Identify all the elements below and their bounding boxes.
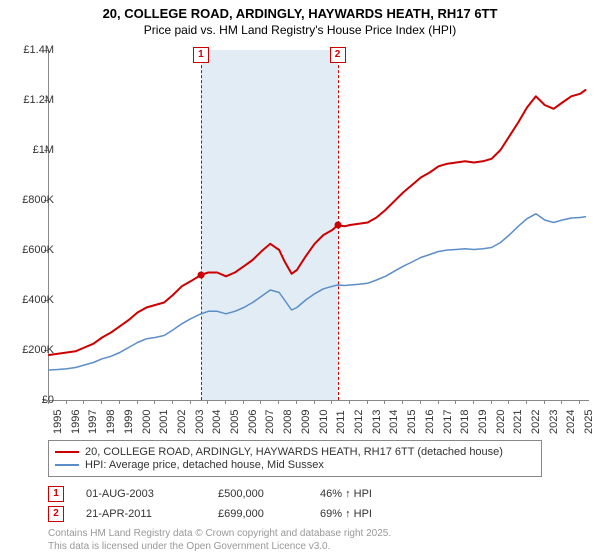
x-tick-label: 2014: [388, 410, 400, 434]
x-tick-label: 2020: [495, 410, 507, 434]
x-tick-label: 2017: [442, 410, 454, 434]
sale-row-1: 1 01-AUG-2003 £500,000 46% ↑ HPI: [48, 486, 420, 502]
sale-date-1: 01-AUG-2003: [86, 488, 196, 500]
sale-hpi-2: 69% ↑ HPI: [320, 508, 420, 520]
x-tick-label: 2011: [335, 410, 347, 434]
x-tick-label: 2004: [211, 410, 223, 434]
footer-line-1: Contains HM Land Registry data © Crown c…: [48, 528, 391, 541]
legend-label-property: 20, COLLEGE ROAD, ARDINGLY, HAYWARDS HEA…: [85, 446, 503, 458]
y-tick-label: £200K: [22, 344, 54, 356]
sale-row-marker-1: 1: [48, 486, 64, 502]
x-tick-label: 2009: [300, 410, 312, 434]
sale-row-marker-2: 2: [48, 506, 64, 522]
line-series: [49, 50, 589, 400]
x-tick-label: 2012: [353, 410, 365, 434]
x-tick-label: 2019: [477, 410, 489, 434]
legend-item-hpi: HPI: Average price, detached house, Mid …: [55, 459, 535, 471]
chart-title: 20, COLLEGE ROAD, ARDINGLY, HAYWARDS HEA…: [0, 0, 600, 23]
sales-table: 1 01-AUG-2003 £500,000 46% ↑ HPI 2 21-AP…: [48, 486, 420, 526]
x-tick-label: 2002: [176, 410, 188, 434]
y-tick-label: £1.4M: [23, 44, 54, 56]
x-tick-label: 2016: [424, 410, 436, 434]
y-tick-label: £400K: [22, 294, 54, 306]
x-tick-label: 2018: [459, 410, 471, 434]
x-tick-label: 2015: [406, 410, 418, 434]
y-tick-label: £1.2M: [23, 94, 54, 106]
x-tick-label: 1997: [87, 410, 99, 434]
x-tick-label: 2003: [194, 410, 206, 434]
x-tick-label: 2010: [318, 410, 330, 434]
sale-price-1: £500,000: [218, 488, 298, 500]
x-tick-label: 2013: [371, 410, 383, 434]
x-tick-label: 1996: [70, 410, 82, 434]
chart-subtitle: Price paid vs. HM Land Registry's House …: [0, 23, 600, 41]
x-tick-label: 2021: [512, 410, 524, 434]
legend: 20, COLLEGE ROAD, ARDINGLY, HAYWARDS HEA…: [48, 440, 542, 477]
x-tick-label: 2007: [264, 410, 276, 434]
x-tick-label: 2025: [583, 410, 595, 434]
sale-marker-2: 2: [330, 47, 346, 63]
sale-price-2: £699,000: [218, 508, 298, 520]
sale-point-2: [334, 222, 341, 229]
sale-row-2: 2 21-APR-2011 £699,000 69% ↑ HPI: [48, 506, 420, 522]
footer: Contains HM Land Registry data © Crown c…: [48, 528, 391, 553]
x-tick-label: 1998: [105, 410, 117, 434]
x-tick-label: 2023: [548, 410, 560, 434]
y-tick-label: £600K: [22, 244, 54, 256]
footer-line-2: This data is licensed under the Open Gov…: [48, 541, 391, 554]
legend-swatch-property: [55, 451, 79, 453]
legend-item-property: 20, COLLEGE ROAD, ARDINGLY, HAYWARDS HEA…: [55, 446, 535, 458]
plot-area: 1 2: [48, 50, 589, 401]
x-tick-label: 2001: [158, 410, 170, 434]
x-tick-label: 2005: [229, 410, 241, 434]
sale-marker-1: 1: [193, 47, 209, 63]
x-tick-label: 2022: [530, 410, 542, 434]
y-tick-label: £1M: [33, 144, 54, 156]
x-tick-label: 2000: [141, 410, 153, 434]
chart-container: 20, COLLEGE ROAD, ARDINGLY, HAYWARDS HEA…: [0, 0, 600, 560]
sale-point-1: [197, 272, 204, 279]
x-tick-label: 2006: [247, 410, 259, 434]
x-tick-label: 1995: [52, 410, 64, 434]
x-tick-label: 2024: [565, 410, 577, 434]
x-tick-label: 1999: [123, 410, 135, 434]
sale-date-2: 21-APR-2011: [86, 508, 196, 520]
legend-label-hpi: HPI: Average price, detached house, Mid …: [85, 459, 324, 471]
x-tick-label: 2008: [282, 410, 294, 434]
y-tick-label: £800K: [22, 194, 54, 206]
sale-hpi-1: 46% ↑ HPI: [320, 488, 420, 500]
legend-swatch-hpi: [55, 464, 79, 466]
